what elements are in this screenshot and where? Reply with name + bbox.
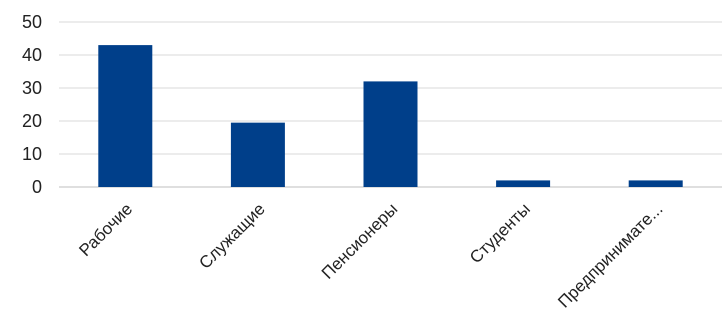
category-label: Пенсионеры (318, 199, 401, 282)
bar-4 (496, 180, 551, 187)
bars (98, 45, 683, 187)
y-tick-label: 0 (32, 177, 42, 197)
bar-5 (628, 180, 683, 187)
bar-1 (98, 45, 153, 187)
y-tick-label: 30 (22, 78, 42, 98)
category-label: Рабочие (75, 199, 136, 260)
bar-3 (363, 81, 418, 187)
y-tick-label: 10 (22, 144, 42, 164)
y-tick-label: 40 (22, 45, 42, 65)
y-axis-ticks: 0 10 20 30 40 50 (22, 12, 42, 197)
category-label: Служащие (195, 199, 268, 272)
y-tick-label: 20 (22, 111, 42, 131)
category-label: Студенты (466, 199, 534, 267)
y-tick-label: 50 (22, 12, 42, 32)
category-label: Предпринимате... (554, 199, 666, 311)
bar-2 (230, 122, 285, 187)
x-axis-labels: Рабочие Служащие Пенсионеры Студенты Предпри… (75, 199, 666, 311)
